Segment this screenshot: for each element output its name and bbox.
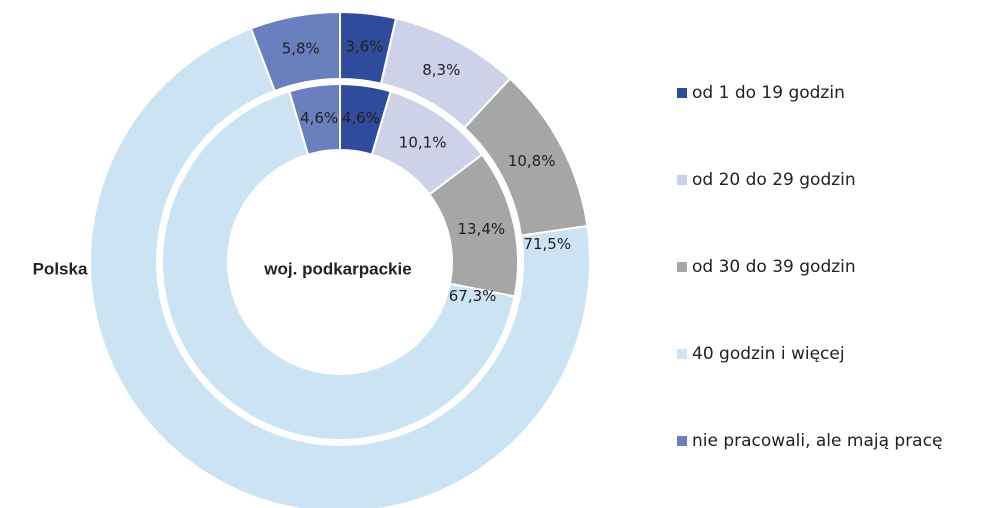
donut-slice — [288, 82, 341, 156]
legend-label: od 30 do 39 godzin — [692, 257, 856, 277]
legend-label: od 1 do 19 godzin — [692, 83, 845, 103]
donut-slice — [89, 27, 591, 508]
outer-ring-label: Polska — [33, 259, 88, 278]
legend-label: od 20 do 29 godzin — [692, 170, 856, 190]
data-label: 3,6% — [345, 37, 383, 55]
legend-marker — [677, 88, 687, 98]
data-label: 4,6% — [342, 109, 380, 127]
inner-ring-label: woj. podkarpackie — [263, 259, 411, 278]
data-label: 10,8% — [508, 152, 556, 170]
data-label: 5,8% — [282, 40, 320, 58]
donut-slice — [249, 10, 341, 93]
data-label: 8,3% — [422, 61, 460, 79]
data-label: 71,5% — [523, 235, 571, 253]
data-label: 4,6% — [300, 109, 338, 127]
legend-marker — [677, 262, 687, 272]
legend-label: nie pracowali, ale mają pracę — [692, 431, 942, 451]
data-label: 67,3% — [449, 287, 497, 305]
data-label: 13,4% — [457, 220, 505, 238]
donut-slice — [161, 90, 516, 441]
legend-label: 40 godzin i więcej — [692, 344, 845, 364]
legend-marker — [677, 436, 687, 446]
data-label: 10,1% — [399, 133, 447, 151]
legend-marker — [677, 349, 687, 359]
legend-marker — [677, 175, 687, 185]
